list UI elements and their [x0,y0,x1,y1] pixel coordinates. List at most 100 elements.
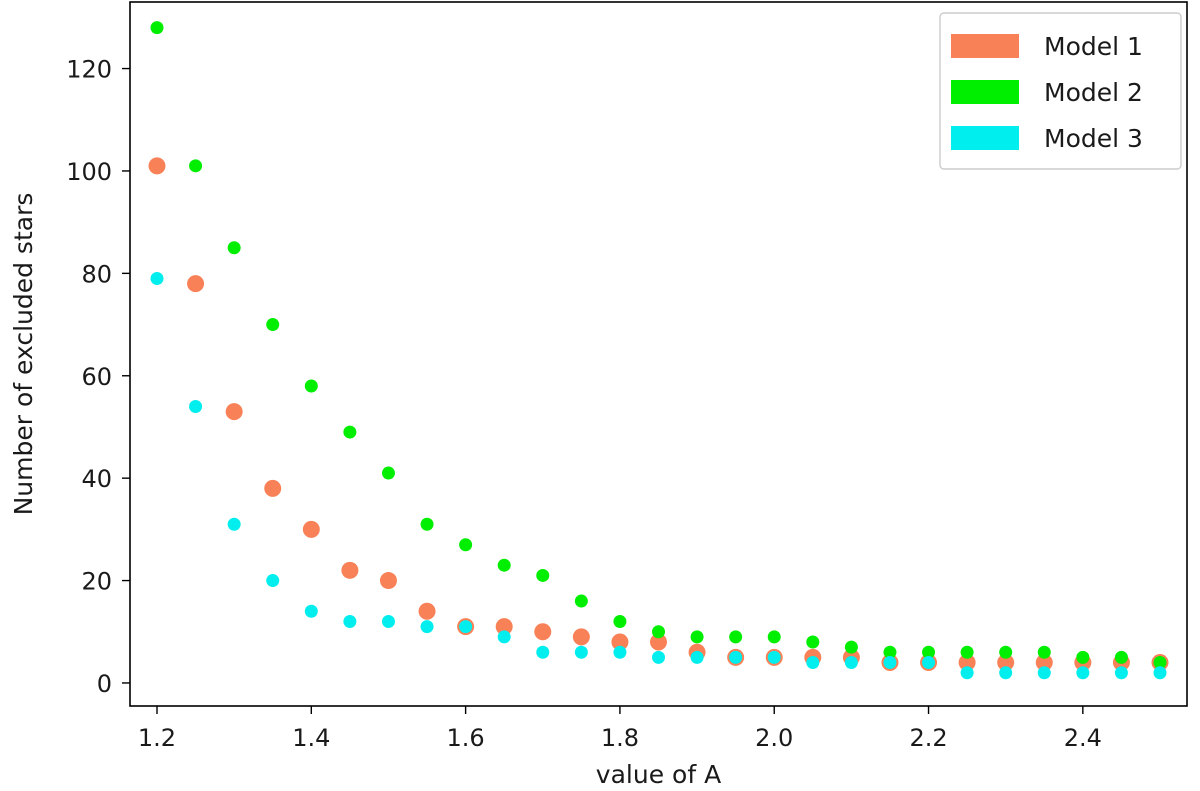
x-tick-label: 2.2 [909,724,947,752]
data-point [1037,645,1051,659]
data-point [266,574,280,588]
data-point [187,275,205,293]
legend-swatch [951,80,1019,104]
data-point [958,653,976,671]
data-point [189,159,203,173]
data-point [1114,650,1128,664]
data-point [459,620,473,634]
data-point [883,645,897,659]
data-point [150,271,164,285]
data-point [418,602,436,620]
data-point [189,399,203,413]
plot-area-frame [129,1,1188,707]
data-point [960,645,974,659]
legend-label: Model 1 [1044,32,1143,61]
data-point [690,630,704,644]
data-point [304,379,318,393]
data-point [806,635,820,649]
data-point [536,568,550,582]
data-point [1035,653,1053,671]
data-point [844,640,858,654]
data-point [611,633,629,651]
data-point [381,615,395,629]
data-point [148,157,166,175]
x-tick-label: 1.4 [292,724,330,752]
data-point [225,403,243,421]
data-point [536,645,550,659]
data-point [227,517,241,531]
data-point [767,630,781,644]
data-point [844,655,858,669]
y-tick-label: 0 [97,670,112,698]
x-axis-label: value of A [596,760,721,789]
data-point [495,618,513,636]
data-point [150,21,164,35]
y-axis: 0 20 40 60 80 100 120 [66,56,130,698]
data-point [652,625,665,639]
x-tick-label: 1.6 [447,724,485,752]
y-tick-label: 40 [81,465,112,493]
data-point [264,479,282,497]
series-3 [150,271,1167,680]
data-point [1076,650,1090,664]
data-point [999,666,1013,680]
x-axis: 1.2 1.4 1.6 1.8 2.0 2.2 2.4 [138,706,1102,752]
data-point [1153,655,1167,669]
data-point [381,466,395,480]
data-point [497,558,511,572]
data-point [302,520,320,538]
y-tick-label: 60 [81,363,112,391]
legend-swatch [951,126,1019,150]
series-2 [150,21,1167,669]
data-point [497,630,511,644]
data-point [922,645,936,659]
data-point [343,615,357,629]
data-point [574,594,588,608]
data-point [1037,666,1051,680]
data-point [266,318,280,332]
data-point [420,517,434,531]
data-point [729,630,743,644]
legend: Model 1 Model 2 Model 3 [939,12,1182,170]
data-point [997,653,1015,671]
y-tick-label: 120 [66,56,112,84]
data-point [922,655,936,669]
data-point [960,666,974,680]
y-tick-label: 80 [81,260,112,288]
data-point [420,620,434,634]
legend-swatch [951,34,1019,58]
x-tick-label: 2.0 [755,724,793,752]
y-tick-label: 20 [81,568,112,596]
data-point [652,650,665,664]
data-point [227,241,241,255]
data-point [613,645,627,659]
series-layer [148,21,1169,680]
x-tick-label: 2.4 [1064,724,1102,752]
data-point [1114,666,1128,680]
legend-label: Model 2 [1044,78,1143,107]
data-point [1076,666,1090,680]
y-tick-label: 100 [66,158,112,186]
data-point [883,655,897,669]
data-point [459,538,473,552]
data-point [534,623,552,641]
data-point [690,650,704,664]
data-point [1153,666,1167,680]
data-point [650,633,667,651]
legend-label: Model 3 [1044,124,1143,153]
data-point [729,650,743,664]
data-point [572,628,590,646]
data-point [341,561,359,579]
data-point [343,425,357,439]
data-point [806,655,820,669]
x-tick-label: 1.2 [138,724,176,752]
data-point [767,650,781,664]
y-axis-label: Number of excluded stars [9,193,38,516]
data-point [613,615,627,629]
series-1 [148,157,1169,671]
x-tick-label: 1.8 [601,724,639,752]
data-point [574,645,588,659]
data-point [999,645,1013,659]
data-point [304,604,318,618]
